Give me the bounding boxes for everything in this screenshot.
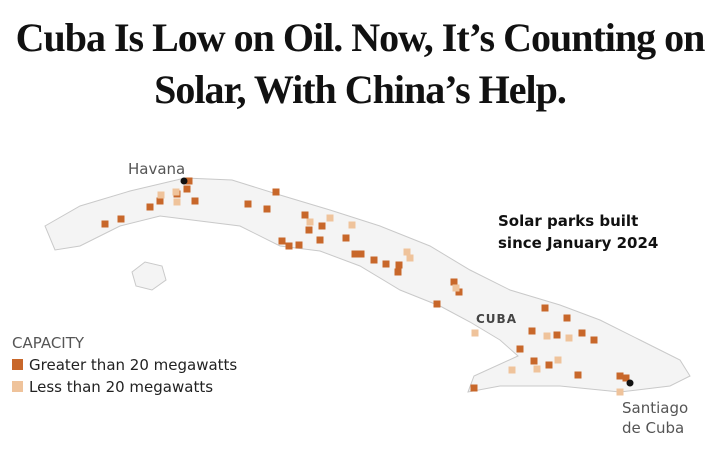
santiago-label: Santiago de Cuba — [622, 399, 689, 437]
solar-park — [471, 329, 479, 337]
solar-park — [278, 237, 286, 245]
legend-item: Greater than 20 megawatts — [12, 354, 237, 376]
solar-park — [565, 334, 573, 342]
solar-park — [406, 254, 414, 262]
solar-park — [244, 200, 252, 208]
solar-park — [326, 214, 334, 222]
solar-park — [455, 288, 463, 296]
solar-park — [185, 177, 193, 185]
solar-park — [306, 218, 314, 226]
solar-park — [508, 366, 516, 374]
solar-park — [530, 357, 538, 365]
legend-swatch — [12, 359, 23, 370]
legend-item: Less than 20 megawatts — [12, 376, 237, 398]
solar-park — [263, 205, 271, 213]
solar-park — [528, 327, 536, 335]
solar-park — [156, 197, 164, 205]
solar-park — [403, 248, 411, 256]
havana-dot — [180, 177, 188, 185]
isla-de-la-juventud — [131, 261, 167, 291]
solar-park — [348, 221, 356, 229]
solar-park — [301, 211, 309, 219]
solar-park — [470, 384, 478, 392]
solar-park — [173, 198, 181, 206]
solar-park — [117, 215, 125, 223]
solar-park — [545, 361, 553, 369]
solar-park — [450, 278, 458, 286]
solar-park — [395, 261, 403, 269]
solar-park — [433, 300, 441, 308]
havana-label: Havana — [128, 160, 186, 178]
solar-park — [295, 241, 303, 249]
legend-title: CAPACITY — [12, 334, 85, 352]
solar-park — [622, 374, 630, 382]
solar-park — [316, 236, 324, 244]
solar-park — [616, 388, 624, 396]
solar-park — [578, 329, 586, 337]
solar-park — [394, 268, 402, 276]
solar-park — [191, 197, 199, 205]
solar-park — [553, 331, 561, 339]
solar-park — [541, 304, 549, 312]
solar-park — [272, 188, 280, 196]
solar-park — [101, 220, 109, 228]
solar-park — [590, 336, 598, 344]
solar-park — [305, 226, 313, 234]
solar-park — [146, 203, 154, 211]
solar-park — [342, 234, 350, 242]
solar-park — [533, 365, 541, 373]
solar-park — [285, 242, 293, 250]
solar-park — [563, 314, 571, 322]
legend: CAPACITY Greater than 20 megawatts Less … — [12, 332, 237, 398]
solar-park — [554, 356, 562, 364]
country-label: CUBA — [476, 312, 517, 326]
legend-swatch — [12, 381, 23, 392]
solar-park — [616, 372, 624, 380]
legend-label: Greater than 20 megawatts — [29, 356, 238, 374]
solar-park — [382, 260, 390, 268]
solar-park — [183, 185, 191, 193]
cuba-island — [44, 177, 691, 393]
solar-park — [157, 191, 165, 199]
solar-park — [370, 256, 378, 264]
annotation: Solar parks built since January 2024 — [498, 212, 659, 252]
solar-park — [172, 188, 180, 196]
solar-park — [452, 284, 460, 292]
legend-label: Less than 20 megawatts — [29, 378, 214, 396]
solar-park — [543, 332, 551, 340]
solar-park — [318, 222, 326, 230]
solar-park — [351, 250, 359, 258]
solar-park — [574, 371, 582, 379]
solar-park — [516, 345, 524, 353]
santiago-dot — [626, 379, 634, 387]
title: Cuba Is Low on Oil. Now, It’s Counting o… — [15, 15, 706, 112]
solar-park — [357, 250, 365, 258]
